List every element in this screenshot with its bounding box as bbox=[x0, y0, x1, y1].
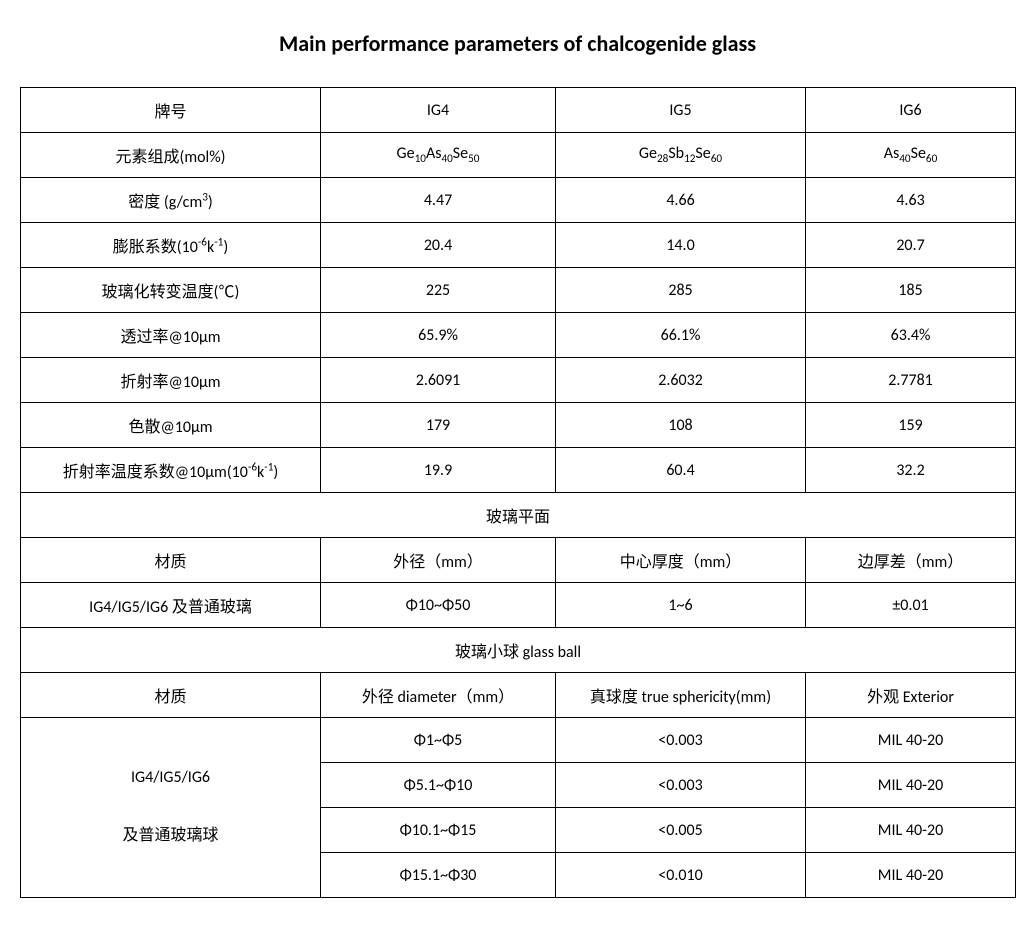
cell-value: 65.9% bbox=[321, 313, 556, 358]
row-label: 密度 (g/cm3) bbox=[21, 178, 321, 223]
ball-value: <0.005 bbox=[556, 808, 806, 853]
cell-value: 14.0 bbox=[556, 223, 806, 268]
cell-value: 4.63 bbox=[806, 178, 1016, 223]
ball-value: MIL 40-20 bbox=[806, 718, 1016, 763]
cell-value: 63.4% bbox=[806, 313, 1016, 358]
ball-value: Φ5.1~Φ10 bbox=[321, 763, 556, 808]
row-label: 色散@10μm bbox=[21, 403, 321, 448]
cell-value: As40Se60 bbox=[806, 133, 1016, 178]
section-header-ball: 玻璃小球 glass ball bbox=[21, 628, 1016, 673]
col-header-ig6: IG6 bbox=[806, 88, 1016, 133]
ball-value: MIL 40-20 bbox=[806, 808, 1016, 853]
row-label: 折射率温度系数@10μm(10-6k-1) bbox=[21, 448, 321, 493]
plane-value: ±0.01 bbox=[806, 583, 1016, 628]
cell-value: Ge10As40Se50 bbox=[321, 133, 556, 178]
ball-value: Φ1~Φ5 bbox=[321, 718, 556, 763]
row-label: 折射率@10μm bbox=[21, 358, 321, 403]
cell-value: 2.7781 bbox=[806, 358, 1016, 403]
cell-value: 2.6032 bbox=[556, 358, 806, 403]
ball-value: Φ15.1~Φ30 bbox=[321, 853, 556, 898]
ball-material: IG4/IG5/IG6及普通玻璃球 bbox=[21, 718, 321, 898]
cell-value: 20.7 bbox=[806, 223, 1016, 268]
parameters-table: 牌号IG4IG5IG6 元素组成(mol%)Ge10As40Se50Ge28Sb1… bbox=[20, 87, 1016, 898]
ball-label: 外径 diameter（mm） bbox=[321, 673, 556, 718]
plane-value: IG4/IG5/IG6 及普通玻璃 bbox=[21, 583, 321, 628]
cell-value: 225 bbox=[321, 268, 556, 313]
ball-value: <0.003 bbox=[556, 718, 806, 763]
cell-value: 108 bbox=[556, 403, 806, 448]
plane-label: 外径（mm） bbox=[321, 538, 556, 583]
row-label: 元素组成(mol%) bbox=[21, 133, 321, 178]
ball-value: MIL 40-20 bbox=[806, 853, 1016, 898]
cell-value: 2.6091 bbox=[321, 358, 556, 403]
plane-label: 边厚差（mm） bbox=[806, 538, 1016, 583]
row-label: 玻璃化转变温度(℃) bbox=[21, 268, 321, 313]
ball-value: Φ10.1~Φ15 bbox=[321, 808, 556, 853]
plane-label: 材质 bbox=[21, 538, 321, 583]
row-label: 牌号 bbox=[21, 88, 321, 133]
ball-label: 材质 bbox=[21, 673, 321, 718]
ball-value: <0.010 bbox=[556, 853, 806, 898]
ball-value: <0.003 bbox=[556, 763, 806, 808]
cell-value: 179 bbox=[321, 403, 556, 448]
plane-value: 1~6 bbox=[556, 583, 806, 628]
row-label: 膨胀系数(10-6k-1) bbox=[21, 223, 321, 268]
cell-value: 4.47 bbox=[321, 178, 556, 223]
col-header-ig4: IG4 bbox=[321, 88, 556, 133]
plane-label: 中心厚度（mm） bbox=[556, 538, 806, 583]
cell-value: 32.2 bbox=[806, 448, 1016, 493]
ball-value: MIL 40-20 bbox=[806, 763, 1016, 808]
cell-value: 4.66 bbox=[556, 178, 806, 223]
ball-label: 外观 Exterior bbox=[806, 673, 1016, 718]
cell-value: 20.4 bbox=[321, 223, 556, 268]
cell-value: 159 bbox=[806, 403, 1016, 448]
cell-value: 60.4 bbox=[556, 448, 806, 493]
cell-value: 66.1% bbox=[556, 313, 806, 358]
cell-value: Ge28Sb12Se60 bbox=[556, 133, 806, 178]
plane-value: Φ10~Φ50 bbox=[321, 583, 556, 628]
page-title: Main performance parameters of chalcogen… bbox=[20, 30, 1015, 57]
cell-value: 285 bbox=[556, 268, 806, 313]
cell-value: 19.9 bbox=[321, 448, 556, 493]
cell-value: 185 bbox=[806, 268, 1016, 313]
row-label: 透过率@10μm bbox=[21, 313, 321, 358]
section-header-plane: 玻璃平面 bbox=[21, 493, 1016, 538]
col-header-ig5: IG5 bbox=[556, 88, 806, 133]
ball-label: 真球度 true sphericity(mm) bbox=[556, 673, 806, 718]
